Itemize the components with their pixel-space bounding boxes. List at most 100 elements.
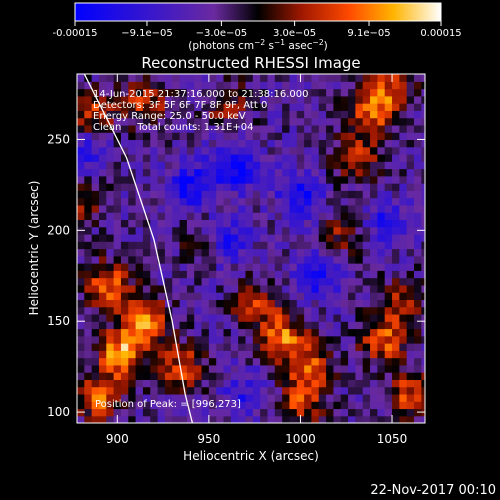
heatmap-cell <box>340 88 349 97</box>
heatmap-cell <box>274 306 283 315</box>
heatmap-cell <box>142 284 151 293</box>
heatmap-cell <box>260 415 269 423</box>
heatmap-cell <box>326 408 335 417</box>
heatmap-cell <box>289 284 298 293</box>
heatmap-cell <box>135 153 144 162</box>
heatmap-cell <box>135 270 144 279</box>
heatmap-cell <box>406 241 415 250</box>
heatmap-cell <box>157 161 166 170</box>
heatmap-cell <box>392 161 400 170</box>
heatmap-cell <box>296 372 305 380</box>
heatmap-cell <box>179 299 188 308</box>
heatmap-cell <box>406 255 415 264</box>
heatmap-cell <box>106 124 115 133</box>
heatmap-cell <box>106 204 115 213</box>
heatmap-cell <box>333 372 342 380</box>
heatmap-cell <box>399 328 408 337</box>
heatmap-cell <box>120 103 129 111</box>
heatmap-cell <box>238 233 247 242</box>
heatmap-cell <box>384 175 393 184</box>
heatmap-cell <box>179 212 188 221</box>
heatmap-cell <box>186 350 195 359</box>
heatmap-cell <box>370 183 378 191</box>
heatmap-cell <box>340 248 349 257</box>
heatmap-cell <box>164 132 173 141</box>
heatmap-cell <box>106 357 115 366</box>
heatmap-cell <box>304 343 313 351</box>
heatmap-cell <box>333 88 342 97</box>
heatmap-cell <box>230 415 239 423</box>
heatmap-cell <box>406 183 415 191</box>
heatmap-cell <box>421 255 425 264</box>
heatmap-cell <box>392 284 400 293</box>
heatmap-cell <box>208 364 217 373</box>
heatmap-cell <box>260 372 269 380</box>
heatmap-cell <box>414 292 422 300</box>
heatmap-cell <box>135 241 144 250</box>
heatmap-cell <box>362 197 371 206</box>
heatmap-cell <box>238 132 247 141</box>
heatmap-cell <box>201 335 210 344</box>
heatmap-cell <box>296 379 305 388</box>
heatmap-cell <box>348 401 356 410</box>
heatmap-cell <box>194 175 203 184</box>
heatmap-cell <box>157 372 166 380</box>
heatmap-cell <box>120 146 129 155</box>
heatmap-cell <box>399 81 408 90</box>
heatmap-cell <box>91 81 100 90</box>
heatmap-cell <box>304 146 313 155</box>
heatmap-cell <box>223 212 232 221</box>
heatmap-cell <box>370 343 378 351</box>
heatmap-cell <box>164 161 173 170</box>
heatmap-cell <box>289 233 298 242</box>
heatmap-cell <box>201 292 210 300</box>
heatmap-cell <box>414 364 422 373</box>
heatmap-cell <box>216 364 225 373</box>
heatmap-cell <box>348 197 356 206</box>
heatmap-cell <box>201 204 210 213</box>
heatmap-cell <box>296 95 305 104</box>
heatmap-cell <box>172 161 181 170</box>
heatmap-cell <box>326 401 335 410</box>
heatmap-cell <box>245 204 254 213</box>
heatmap-cell <box>230 233 239 242</box>
heatmap-cell <box>377 168 386 177</box>
heatmap-cell <box>370 335 378 344</box>
heatmap-cell <box>150 357 159 366</box>
heatmap-cell <box>172 103 181 111</box>
heatmap-cell <box>120 364 129 373</box>
heatmap-cell <box>230 226 239 235</box>
heatmap-cell <box>77 153 85 162</box>
heatmap-cell <box>179 117 188 126</box>
heatmap-cell <box>340 204 349 213</box>
heatmap-cell <box>252 204 261 213</box>
heatmap-cell <box>142 212 151 221</box>
heatmap-cell <box>414 132 422 141</box>
heatmap-cell <box>84 386 93 395</box>
heatmap-cell <box>91 379 100 388</box>
heatmap-cell <box>414 139 422 148</box>
heatmap-cell <box>98 306 107 315</box>
heatmap-cell <box>172 124 181 133</box>
heatmap-cell <box>150 161 159 170</box>
heatmap-cell <box>414 183 422 191</box>
heatmap-cell <box>128 299 137 308</box>
heatmap-cell <box>150 146 159 155</box>
heatmap-cell <box>142 124 151 133</box>
heatmap-cell <box>245 175 254 184</box>
heatmap-cell <box>406 190 415 199</box>
heatmap-cell <box>252 153 261 162</box>
heatmap-cell <box>421 364 425 373</box>
heatmap-cell <box>252 408 261 417</box>
heatmap-cell <box>311 95 320 104</box>
heatmap-cell <box>186 263 195 271</box>
heatmap-cell <box>179 372 188 380</box>
heatmap-cell <box>421 415 425 423</box>
heatmap-cell <box>399 335 408 344</box>
heatmap-cell <box>98 88 107 97</box>
heatmap-cell <box>245 393 254 402</box>
heatmap-cell <box>223 321 232 330</box>
heatmap-cell <box>318 357 327 366</box>
heatmap-cell <box>172 277 181 286</box>
heatmap-cell <box>91 241 100 250</box>
